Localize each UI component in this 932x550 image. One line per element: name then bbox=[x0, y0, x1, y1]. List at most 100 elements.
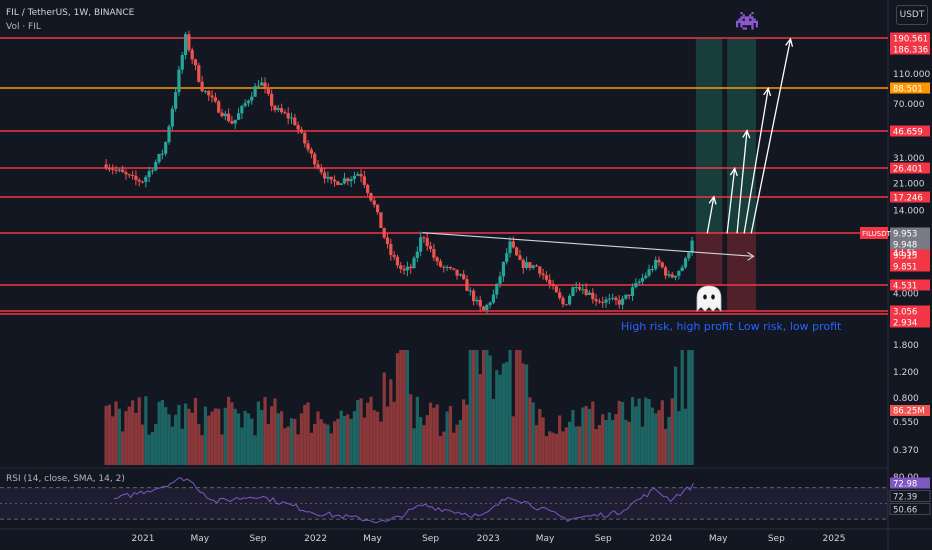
candle-body[interactable] bbox=[541, 273, 545, 276]
candle-body[interactable] bbox=[409, 266, 413, 269]
price-level-tag[interactable] bbox=[890, 191, 930, 203]
candle-body[interactable] bbox=[667, 274, 671, 276]
candle-body[interactable] bbox=[243, 103, 247, 106]
current-symbol-tag[interactable] bbox=[860, 227, 888, 239]
candle-body[interactable] bbox=[650, 269, 654, 271]
candle-body[interactable] bbox=[375, 204, 380, 213]
candle-body[interactable] bbox=[670, 274, 674, 278]
candle-body[interactable] bbox=[634, 282, 638, 288]
rsi-indicator-label[interactable]: RSI (14, close, SMA, 14, 2) bbox=[6, 474, 125, 484]
candle-body[interactable] bbox=[213, 97, 217, 102]
candle-body[interactable] bbox=[604, 299, 608, 303]
candle-body[interactable] bbox=[299, 129, 304, 133]
candle-body[interactable] bbox=[256, 85, 261, 87]
price-level-tag[interactable] bbox=[890, 238, 930, 250]
candle-body[interactable] bbox=[511, 241, 515, 248]
candle-body[interactable] bbox=[654, 259, 658, 270]
candle-body[interactable] bbox=[276, 108, 280, 111]
candle-body[interactable] bbox=[111, 168, 115, 170]
candle-body[interactable] bbox=[349, 179, 353, 182]
candle-body[interactable] bbox=[319, 167, 323, 173]
candle-body[interactable] bbox=[121, 169, 125, 173]
candle-body[interactable] bbox=[402, 268, 406, 271]
candle-body[interactable] bbox=[362, 176, 366, 185]
candle-body[interactable] bbox=[154, 161, 158, 171]
trendline[interactable] bbox=[422, 232, 754, 257]
candle-body[interactable] bbox=[458, 274, 462, 276]
candle-body[interactable] bbox=[144, 176, 148, 182]
candle-body[interactable] bbox=[296, 125, 300, 130]
candle-body[interactable] bbox=[366, 184, 370, 194]
candle-body[interactable] bbox=[673, 275, 678, 278]
candle-body[interactable] bbox=[435, 257, 439, 262]
candle-body[interactable] bbox=[521, 259, 525, 269]
candle-body[interactable] bbox=[448, 266, 453, 269]
candle-body[interactable] bbox=[568, 296, 572, 305]
candle-body[interactable] bbox=[647, 269, 651, 276]
candle-body[interactable] bbox=[124, 172, 128, 175]
candle-body[interactable] bbox=[183, 34, 188, 56]
candle-body[interactable] bbox=[313, 153, 317, 165]
candle-body[interactable] bbox=[399, 265, 403, 269]
candle-body[interactable] bbox=[167, 126, 171, 143]
candle-body[interactable] bbox=[577, 287, 582, 290]
candle-body[interactable] bbox=[677, 270, 681, 276]
candle-body[interactable] bbox=[389, 243, 393, 255]
candle-body[interactable] bbox=[356, 174, 360, 176]
candle-body[interactable] bbox=[140, 181, 145, 183]
price-level-tag[interactable] bbox=[890, 32, 930, 44]
candle-body[interactable] bbox=[230, 121, 234, 124]
candle-body[interactable] bbox=[640, 278, 645, 282]
candle-body[interactable] bbox=[279, 108, 284, 113]
candle-body[interactable] bbox=[197, 65, 201, 82]
candle-body[interactable] bbox=[266, 87, 270, 94]
candle-body[interactable] bbox=[134, 175, 138, 180]
price-level-tag[interactable] bbox=[890, 227, 930, 239]
price-level-tag[interactable] bbox=[890, 305, 930, 317]
target-arrow[interactable] bbox=[736, 130, 748, 234]
candle-body[interactable] bbox=[223, 113, 227, 117]
candle-body[interactable] bbox=[607, 298, 611, 300]
candle-body[interactable] bbox=[630, 287, 635, 296]
candle-body[interactable] bbox=[415, 251, 419, 258]
candle-body[interactable] bbox=[558, 292, 562, 298]
candle-body[interactable] bbox=[627, 294, 631, 296]
candle-body[interactable] bbox=[554, 286, 558, 293]
candle-body[interactable] bbox=[611, 297, 615, 299]
candle-body[interactable] bbox=[339, 183, 343, 185]
candle-body[interactable] bbox=[412, 257, 416, 269]
candle-body[interactable] bbox=[617, 300, 621, 305]
candle-body[interactable] bbox=[352, 175, 357, 180]
candle-body[interactable] bbox=[690, 240, 694, 253]
candle-body[interactable] bbox=[534, 265, 539, 267]
candle-body[interactable] bbox=[289, 117, 294, 119]
candle-body[interactable] bbox=[246, 100, 251, 104]
price-level-tag[interactable] bbox=[890, 260, 930, 272]
candle-body[interactable] bbox=[538, 266, 542, 274]
candle-body[interactable] bbox=[452, 268, 456, 270]
candle-body[interactable] bbox=[574, 287, 578, 289]
candle-body[interactable] bbox=[491, 294, 496, 303]
candle-body[interactable] bbox=[422, 237, 426, 239]
candle-body[interactable] bbox=[336, 181, 340, 185]
candle-body[interactable] bbox=[193, 59, 198, 66]
candle-body[interactable] bbox=[428, 246, 433, 249]
candle-body[interactable] bbox=[187, 34, 191, 50]
candle-body[interactable] bbox=[584, 289, 588, 296]
rsi-line[interactable] bbox=[114, 477, 694, 524]
candle-body[interactable] bbox=[174, 92, 178, 109]
candle-body[interactable] bbox=[210, 95, 214, 98]
candle-body[interactable] bbox=[273, 105, 277, 111]
price-level-tag[interactable] bbox=[890, 316, 930, 328]
candle-body[interactable] bbox=[240, 105, 244, 114]
symbol-title[interactable]: FIL / TetherUS, 1W, BINANCE bbox=[6, 8, 135, 18]
candle-body[interactable] bbox=[620, 298, 625, 305]
candle-body[interactable] bbox=[329, 176, 333, 180]
target-arrow[interactable] bbox=[726, 168, 736, 234]
candle-body[interactable] bbox=[236, 113, 241, 120]
candle-body[interactable] bbox=[107, 168, 112, 170]
candle-body[interactable] bbox=[326, 176, 330, 179]
candle-body[interactable] bbox=[372, 200, 376, 205]
candle-body[interactable] bbox=[478, 299, 482, 307]
